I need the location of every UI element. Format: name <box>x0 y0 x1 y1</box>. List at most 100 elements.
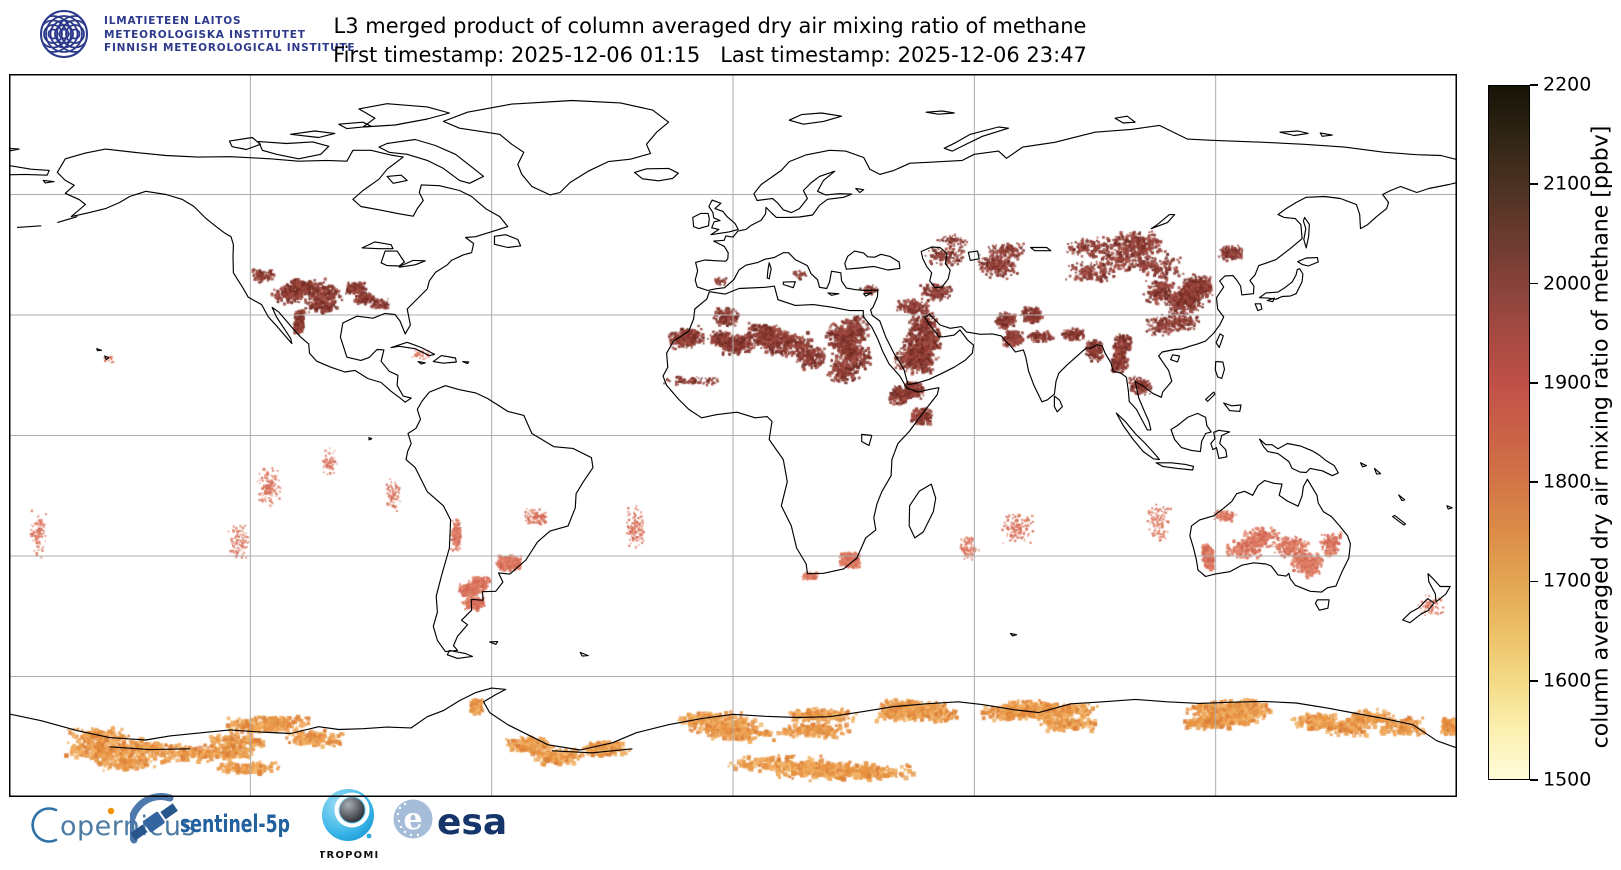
coastline <box>9 687 1457 751</box>
coastline <box>766 262 772 280</box>
coastline <box>827 292 840 296</box>
colorbar-axis-label: column averaged dry air mixing ratio of … <box>1588 125 1614 749</box>
coastline <box>462 361 470 365</box>
fmi-line-fi: ILMATIETEEN LAITOS <box>104 15 242 27</box>
colorbar-tick-mark <box>1530 183 1538 186</box>
coastline <box>1258 438 1339 477</box>
colorbar-tick-mark <box>1530 481 1538 483</box>
plot-timestamps: First timestamp: 2025-12-06 01:15 Last t… <box>333 43 1087 67</box>
coastline <box>361 241 394 250</box>
coastline <box>1150 214 1176 230</box>
coastline <box>1053 395 1063 413</box>
coastline <box>1427 573 1451 603</box>
coastline <box>228 136 261 151</box>
coastline <box>9 147 20 152</box>
coastline <box>1114 115 1136 124</box>
coastline <box>1402 598 1435 624</box>
copernicus-c-icon <box>31 807 58 843</box>
coastline <box>1030 246 1052 252</box>
fmi-line-en: FINNISH METEOROLOGICAL INSTITUTE <box>104 42 356 54</box>
tropomi-caption: TROPOMI <box>320 850 379 861</box>
coastline <box>1314 599 1330 611</box>
tropomi-eye-icon <box>322 789 374 841</box>
colorbar-tick-label: 1800 <box>1543 470 1592 493</box>
coastline <box>908 483 937 539</box>
colorbar-tick-mark <box>1530 84 1538 86</box>
coastline <box>1258 268 1304 300</box>
coastline <box>925 110 955 115</box>
coastline <box>56 148 509 403</box>
copernicus-logo: opernicus <box>31 807 196 843</box>
coastline <box>432 355 457 364</box>
coastline <box>358 103 450 128</box>
coastline <box>16 225 42 228</box>
coastline <box>943 126 1010 152</box>
coastline <box>920 246 951 289</box>
copernicus-orange-dot-icon <box>107 807 115 815</box>
colorbar-tick-mark <box>1530 382 1538 384</box>
coastline <box>662 285 940 575</box>
coastline <box>378 138 485 184</box>
coastline <box>104 355 110 361</box>
coastline <box>398 259 426 268</box>
esa-wordmark: esa <box>437 802 507 843</box>
colorbar <box>1488 85 1530 780</box>
coastline <box>692 212 710 230</box>
esa-logo: e esa <box>393 799 507 843</box>
coastline <box>788 112 843 125</box>
coastline <box>338 121 372 130</box>
coastline <box>489 641 499 645</box>
coastline <box>368 436 373 441</box>
coastline <box>1392 514 1407 526</box>
fmi-institute-name: ILMATIETEEN LAITOS METEOROLOGISKA INSTIT… <box>104 15 355 56</box>
satellite-icon <box>130 793 178 844</box>
coastline <box>1359 462 1368 468</box>
coastline <box>782 281 796 289</box>
colorbar-tick-label: 1600 <box>1543 669 1592 692</box>
coastline <box>1210 429 1231 459</box>
colorbar-tick-label: 2000 <box>1543 272 1592 295</box>
coastline <box>844 250 901 271</box>
coastline <box>390 341 436 357</box>
esa-emblem-icon: e <box>393 799 433 839</box>
coastline <box>863 292 873 297</box>
map-border <box>9 74 1457 797</box>
coastline-grid-layer <box>9 74 1457 797</box>
sentinel-5p-logo: sentinel-5p <box>130 793 290 844</box>
colorbar-tick-label: 1500 <box>1543 768 1592 791</box>
coastline <box>1279 130 1309 137</box>
coastline <box>1205 391 1216 402</box>
colorbar-tick-mark <box>1530 282 1538 285</box>
coastline <box>42 179 55 184</box>
coastline <box>1398 494 1406 502</box>
coastline <box>290 130 336 139</box>
coastline <box>386 174 408 184</box>
coastline <box>1170 412 1212 453</box>
sentinel-5p-wordmark: sentinel-5p <box>180 810 290 838</box>
plot-title: L3 merged product of column averaged dry… <box>333 14 1087 38</box>
coastline <box>1373 467 1382 475</box>
colorbar-tick-label: 1700 <box>1543 569 1592 592</box>
coastline <box>861 433 873 447</box>
coastline <box>57 216 78 224</box>
fmi-line-sv: METEOROLOGISKA INSTITUTET <box>104 28 306 41</box>
coastline <box>1297 257 1319 267</box>
coastline <box>579 651 589 657</box>
coastline <box>1446 505 1453 510</box>
coastline <box>708 199 739 236</box>
coastline <box>551 748 633 754</box>
coastline <box>109 746 191 751</box>
coastline <box>967 250 980 261</box>
coastline <box>1302 216 1310 249</box>
coastline <box>442 99 670 196</box>
colorbar-tick-label: 1900 <box>1543 371 1592 394</box>
coastline <box>446 649 473 659</box>
world-map <box>9 74 1457 797</box>
coastline <box>417 361 426 365</box>
esa-emblem-letter: e <box>403 802 422 837</box>
coastline <box>405 385 594 653</box>
coastline <box>380 250 405 267</box>
coastline <box>1155 462 1195 471</box>
colorbar-tick-label: 2200 <box>1543 73 1592 96</box>
coastline <box>1266 297 1275 303</box>
